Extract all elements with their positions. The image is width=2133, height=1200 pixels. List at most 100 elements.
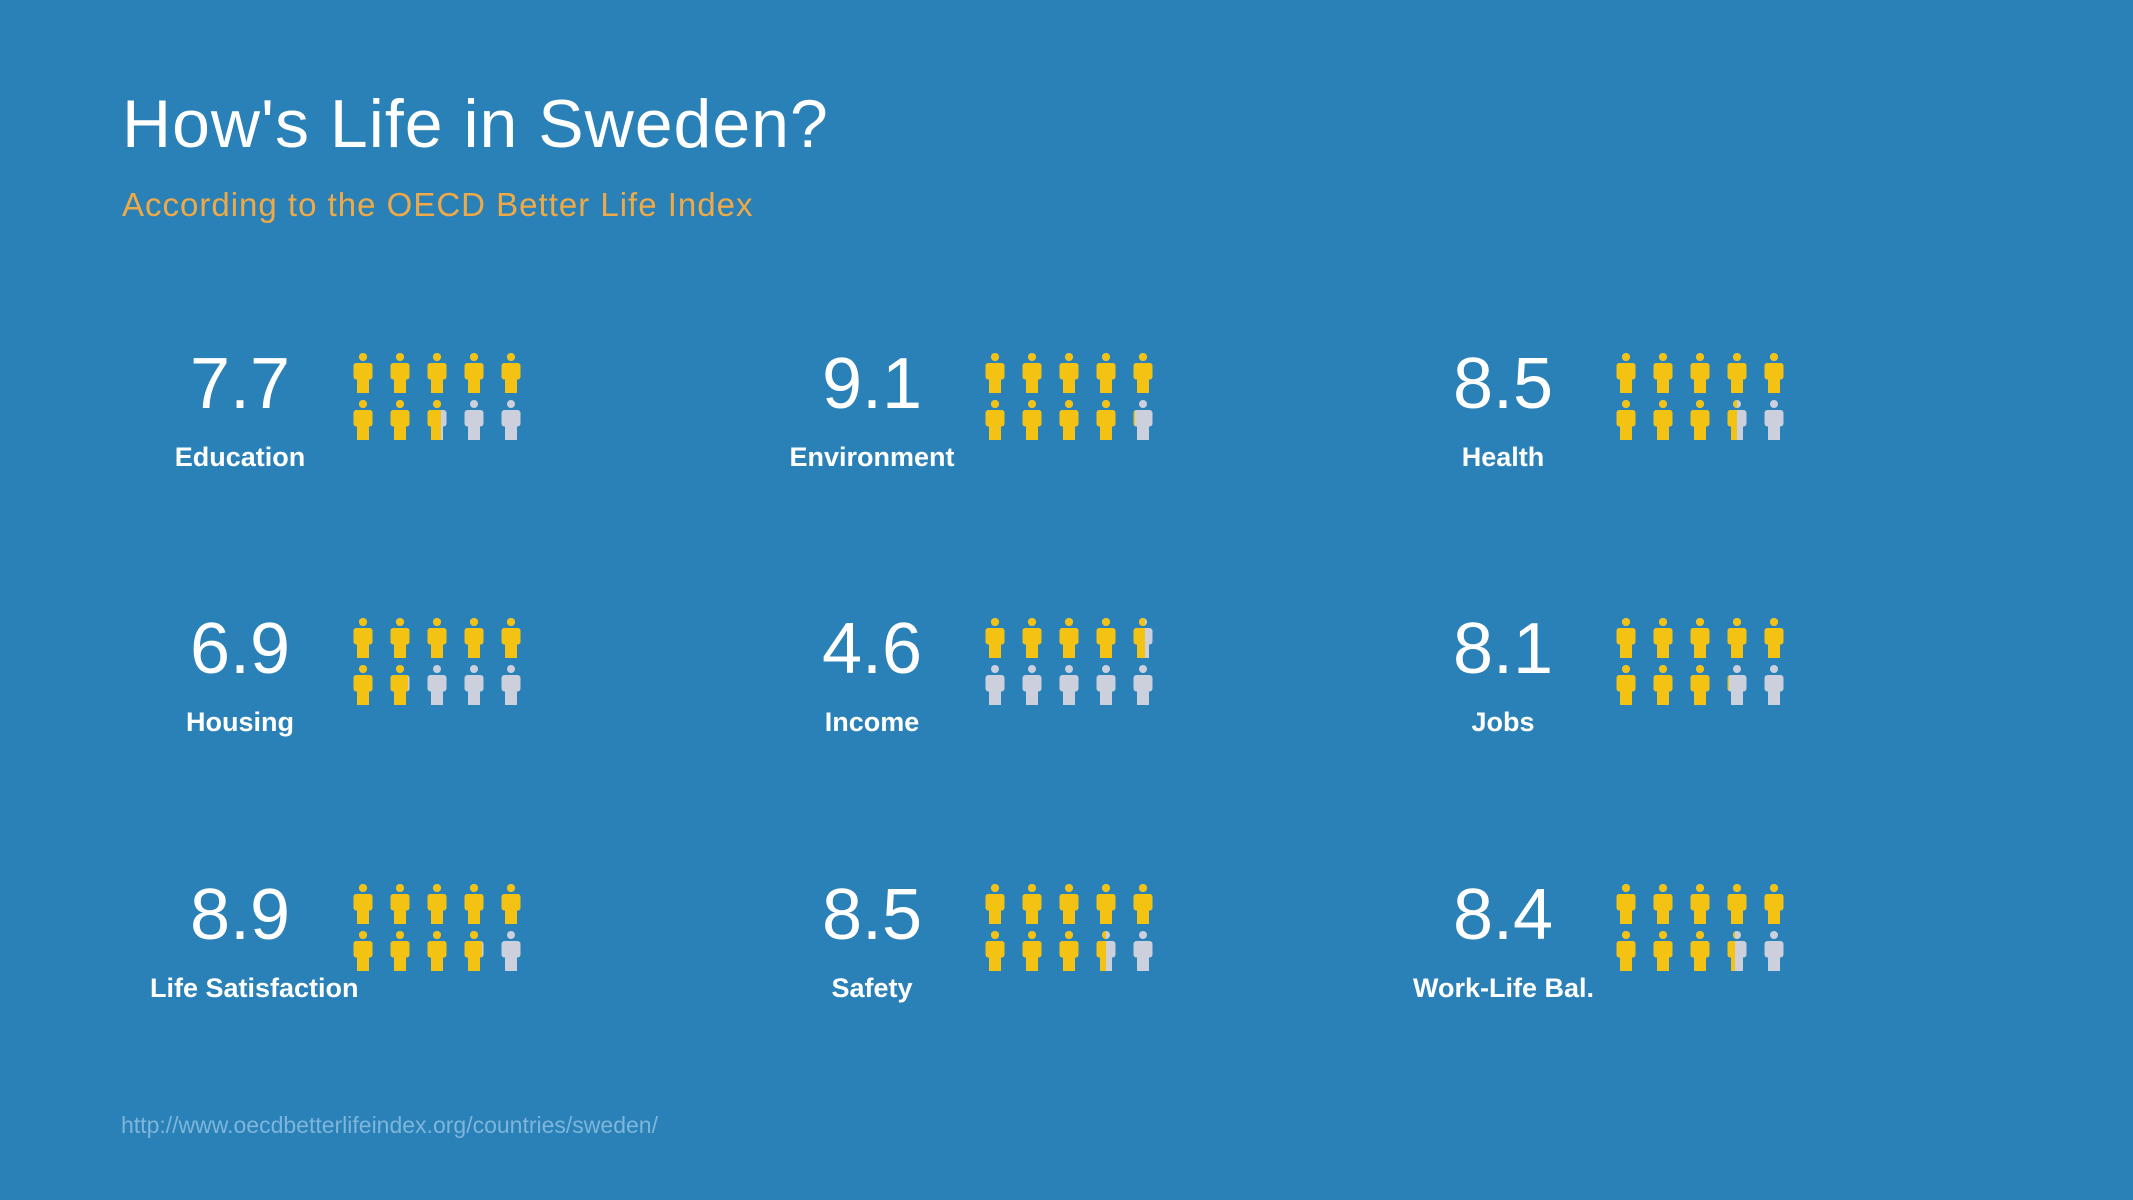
person-icon — [985, 353, 1005, 393]
person-icon — [501, 618, 521, 658]
metric-value: 8.1 — [1452, 609, 1554, 689]
person-icon — [390, 618, 410, 658]
person-icon — [501, 931, 521, 971]
person-icon — [1727, 353, 1747, 393]
person-icon — [390, 931, 410, 971]
person-icon — [353, 884, 373, 924]
person-icon — [1096, 665, 1116, 705]
person-icon — [985, 618, 1005, 658]
person-icon — [1764, 400, 1784, 440]
person-icon — [1690, 400, 1710, 440]
person-icon — [1133, 353, 1153, 393]
metric-education: 7.7 Education — [150, 344, 782, 615]
person-icon — [1022, 884, 1042, 924]
person-icon — [1727, 665, 1747, 705]
header: How's Life in Sweden? According to the O… — [122, 90, 829, 221]
person-icon — [1727, 618, 1747, 658]
person-icon — [1096, 618, 1116, 658]
person-icon — [464, 618, 484, 658]
person-icon — [1096, 400, 1116, 440]
person-icon — [1022, 665, 1042, 705]
person-icon — [1616, 931, 1636, 971]
person-icon — [353, 400, 373, 440]
person-icon — [985, 400, 1005, 440]
page-subtitle: According to the OECD Better Life Index — [122, 186, 754, 223]
metric-text: 8.4 Work-Life Bal. — [1413, 875, 1594, 1002]
metric-text: 6.9 Housing — [150, 609, 330, 736]
person-icon — [1096, 353, 1116, 393]
person-icon — [1653, 618, 1673, 658]
person-icon — [1764, 884, 1784, 924]
person-icon — [1764, 353, 1784, 393]
person-icon — [1616, 618, 1636, 658]
person-icon — [427, 931, 447, 971]
person-icon — [427, 353, 447, 393]
metric-pictogram — [985, 884, 1153, 971]
metric-housing: 6.9 Housing — [150, 609, 782, 881]
metric-pictogram — [353, 884, 521, 971]
person-icon — [501, 353, 521, 393]
metric-work-life-bal: 8.4 Work-Life Bal. — [1413, 875, 2045, 1146]
person-icon — [427, 665, 447, 705]
person-icon — [464, 400, 484, 440]
person-icon — [1133, 931, 1153, 971]
person-icon — [1727, 400, 1747, 440]
person-icon — [1022, 618, 1042, 658]
metric-pictogram — [1616, 353, 1784, 440]
person-icon — [1133, 400, 1153, 440]
person-icon — [1653, 665, 1673, 705]
metric-value: 8.4 — [1452, 875, 1554, 955]
metric-text: 4.6 Income — [782, 609, 962, 736]
page-title: How's Life in Sweden? — [122, 86, 829, 162]
person-icon — [1059, 665, 1079, 705]
metric-label: Safety — [831, 973, 913, 1003]
person-icon — [464, 931, 484, 971]
metric-environment: 9.1 Environment — [782, 344, 1413, 615]
metric-label: Housing — [186, 707, 294, 737]
metric-label: Life Satisfaction — [150, 973, 359, 1003]
person-icon — [1059, 884, 1079, 924]
metric-pictogram — [353, 353, 521, 440]
person-icon — [1653, 931, 1673, 971]
person-icon — [1690, 931, 1710, 971]
person-icon — [464, 884, 484, 924]
person-icon — [1096, 884, 1116, 924]
person-icon — [1022, 931, 1042, 971]
person-icon — [501, 400, 521, 440]
metric-text: 8.9 Life Satisfaction — [150, 875, 359, 1003]
person-icon — [1653, 400, 1673, 440]
metric-safety: 8.5 Safety — [782, 875, 1413, 1146]
person-icon — [1690, 353, 1710, 393]
person-icon — [1616, 353, 1636, 393]
metric-text: 8.1 Jobs — [1413, 609, 1593, 736]
metric-value: 8.5 — [1452, 344, 1554, 424]
person-icon — [1764, 618, 1784, 658]
metric-pictogram — [985, 353, 1153, 440]
person-icon — [1616, 400, 1636, 440]
metric-health: 8.5 Health — [1413, 344, 2045, 615]
person-icon — [1690, 884, 1710, 924]
metric-text: 9.1 Environment — [782, 344, 962, 471]
person-icon — [1764, 665, 1784, 705]
metric-value: 8.5 — [821, 875, 923, 955]
person-icon — [1690, 665, 1710, 705]
metric-value: 8.9 — [189, 875, 291, 955]
person-icon — [1616, 884, 1636, 924]
person-icon — [1690, 618, 1710, 658]
source-url-link[interactable]: http://www.oecdbetterlifeindex.org/count… — [121, 1112, 658, 1138]
metric-label: Health — [1461, 442, 1545, 472]
person-icon — [1133, 665, 1153, 705]
metrics-grid: 7.7 Education 9.1 Environment 8.5 Health 6.9 Ho… — [150, 344, 2045, 1146]
metric-pictogram — [1616, 884, 1784, 971]
metric-value: 7.7 — [189, 344, 291, 424]
metric-label: Jobs — [1471, 707, 1535, 737]
person-icon — [427, 884, 447, 924]
person-icon — [1764, 931, 1784, 971]
person-icon — [427, 400, 447, 440]
metric-income: 4.6 Income — [782, 609, 1413, 881]
person-icon — [1022, 353, 1042, 393]
metric-text: 8.5 Health — [1413, 344, 1593, 471]
person-icon — [1059, 353, 1079, 393]
person-icon — [1059, 618, 1079, 658]
metric-pictogram — [985, 618, 1153, 705]
